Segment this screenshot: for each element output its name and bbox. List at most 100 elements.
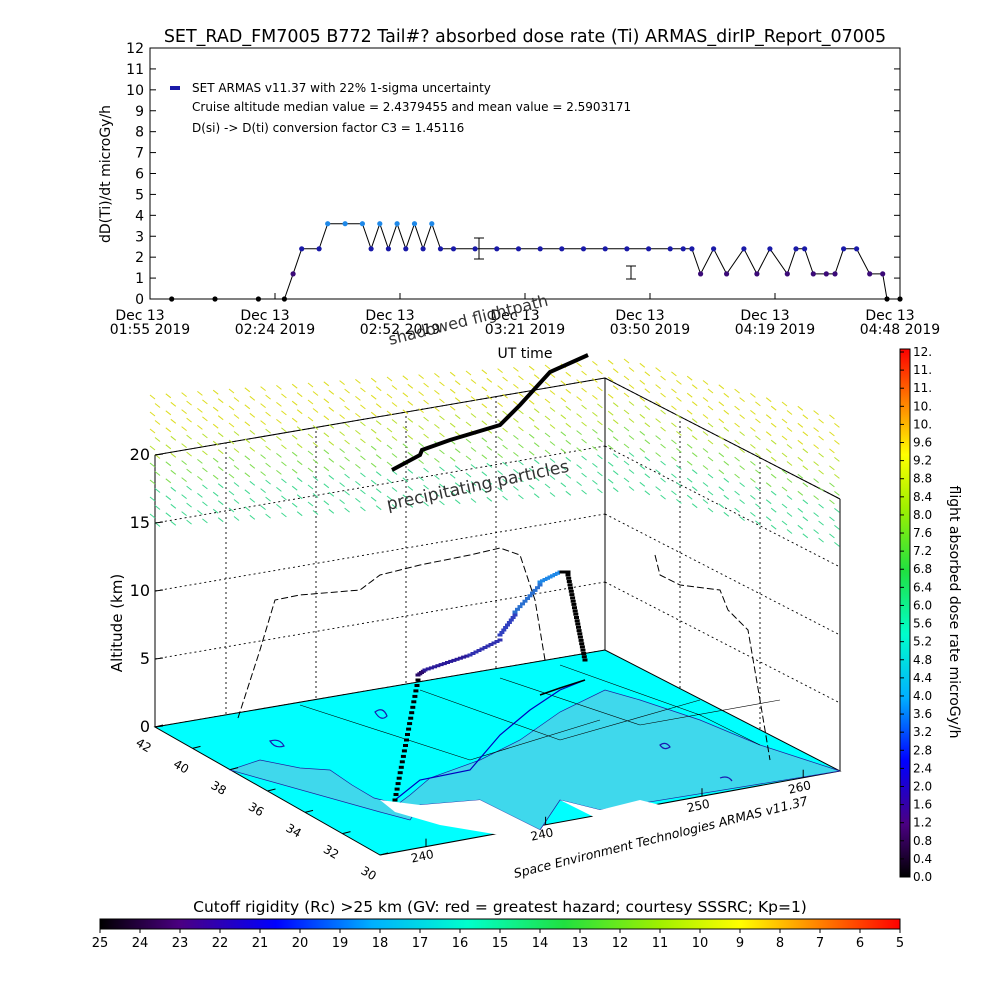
particle-dash [360,404,366,410]
flight-point [473,650,479,654]
particle-dash [702,499,709,504]
particle-dash [750,512,756,517]
particle-dash [449,388,456,394]
annotation-precipitating-particles: precipitating particles [385,457,571,515]
particle-dash [528,416,535,422]
particle-dash [513,384,519,389]
particle-dash [813,478,819,483]
particle-dash [639,362,646,368]
particle-dash [612,368,619,374]
particle-dash [623,375,630,381]
flight-point [570,596,576,600]
particle-dash [249,497,256,503]
lon-tick-label: 240 [529,825,554,843]
particle-dash [312,442,319,447]
particle-dash [576,396,582,401]
lat-tick-label: 32 [321,842,341,862]
particle-dash [454,380,461,386]
particle-dash [750,427,756,432]
colorbar-tick-label: 2.0 [913,779,932,793]
data-point [823,271,829,277]
particle-dash [170,469,177,475]
particle-dash [765,414,772,420]
particle-dash [470,498,477,503]
particle-dash [707,456,714,462]
particle-dash [513,486,519,491]
particle-dash [291,417,298,423]
particle-dash [339,448,345,453]
particle-dash [781,520,788,526]
rigidity-tick-label: 8 [776,936,784,951]
particle-dash [439,398,445,404]
y-tick-label: 11 [126,62,144,78]
particle-dash [818,469,824,475]
particle-dash [576,464,582,469]
particle-dash [502,461,508,467]
particle-dash [228,473,235,479]
particle-dash [765,448,772,454]
particle-dash [449,456,456,462]
particle-dash [355,430,361,435]
data-point [624,246,630,252]
particle-dash [323,398,330,404]
flight-point [415,678,421,682]
particle-dash [486,411,493,417]
particle-dash [233,465,240,470]
particle-dash [549,424,556,429]
particle-dash [676,448,682,453]
rigidity-tick-label: 11 [652,936,669,951]
particle-dash [181,392,187,397]
particle-dash [281,495,287,501]
particle-dash [391,487,398,492]
particle-dash [276,504,282,509]
particle-dash [296,426,303,432]
particle-dash [765,499,772,505]
particle-dash [149,496,156,502]
particle-dash [375,403,382,409]
particle-dash [702,380,709,385]
particle-dash [797,439,804,445]
particle-dash [765,482,772,488]
particle-dash [181,426,187,431]
particle-dash [528,365,535,371]
particle-dash [307,399,314,405]
rigidity-tick-label: 23 [172,936,189,951]
particle-dash [307,484,314,490]
particle-dash [276,453,282,458]
flight-point [527,594,533,598]
flight-point [568,586,574,590]
particle-dash [676,380,682,385]
particle-dash [560,448,567,454]
particle-dash [497,436,503,441]
particle-dash [597,403,603,409]
flight-point [580,648,586,652]
particle-dash [802,516,809,522]
particle-dash [307,467,314,473]
particle-dash [797,473,804,479]
flight-point [454,657,460,661]
flight-point [566,580,572,583]
colorbar-tick-label: 11. [913,381,932,395]
colorbar-tick-label: 9.6 [913,436,932,450]
particle-dash [612,419,619,425]
particle-dash [217,449,224,455]
particle-dash [528,484,535,490]
particle-dash [323,466,330,472]
particle-dash [434,407,440,412]
flight-point [517,605,523,609]
particle-dash [707,490,714,496]
ground-track-shadow [539,679,586,696]
rigidity-tick-label: 17 [412,936,429,951]
particle-dash [260,420,266,425]
particle-dash [707,473,714,479]
particle-dash [386,427,393,433]
colorbar-tick-label: 5.6 [913,617,932,631]
particle-dash [691,503,698,509]
lat-tick-label: 30 [359,863,379,883]
particle-dash [370,377,377,383]
data-point [680,246,686,252]
particle-dash [244,438,251,444]
z-tick [154,657,164,660]
flight-point [392,798,398,802]
particle-dash [723,511,730,517]
